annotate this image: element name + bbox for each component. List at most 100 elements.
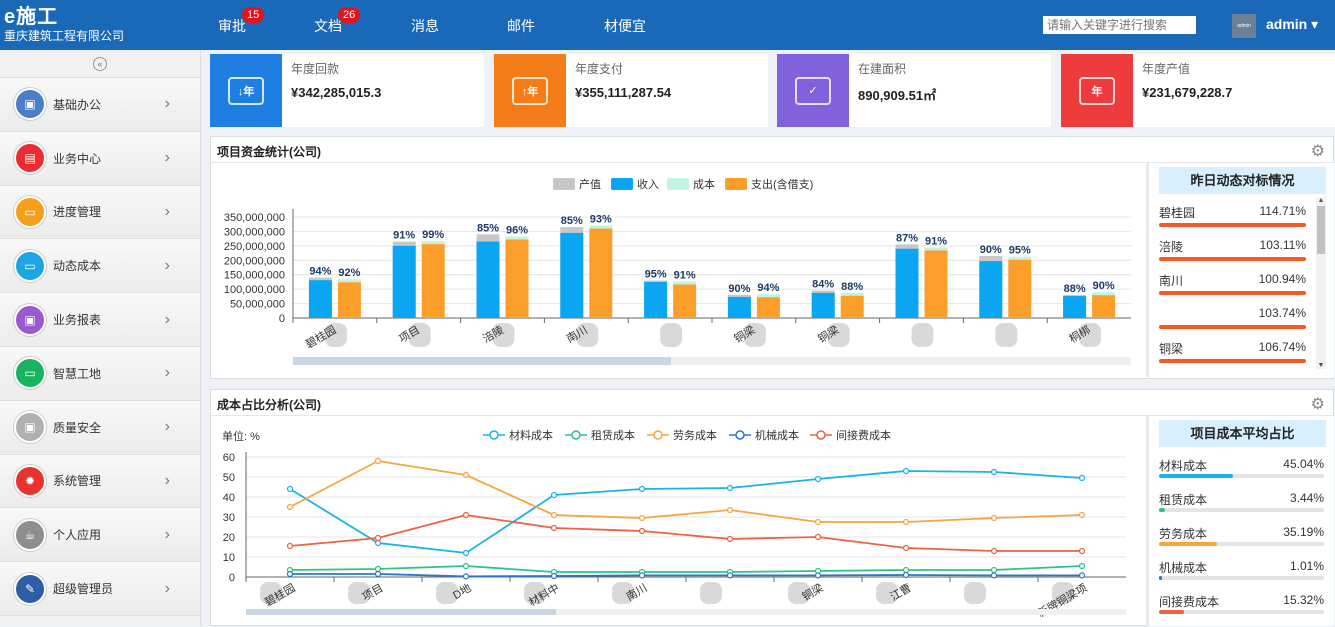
sidebar-item[interactable]: ▭ 动态成本 › [0, 239, 200, 294]
legend-swatch [667, 178, 689, 190]
bar-income [727, 296, 751, 318]
cost-ratio-panel: 成本占比分析(公司) ⚙ 单位: % 材料成本 租赁成本 劳务成本 机械成本 间接费成本 0… [210, 389, 1334, 626]
card-title: 年度支付 [575, 62, 624, 76]
sidebar-collapse[interactable]: « [0, 50, 200, 78]
sidebar-item[interactable]: ▭ 智慧工地 › [0, 346, 200, 401]
user-menu[interactable]: admin ▾ [1266, 16, 1319, 32]
benchmark-bar [1159, 223, 1306, 227]
summary-card[interactable]: ↑年 年度支付 ¥355,111,287.54 [494, 54, 768, 127]
cost-share-row: 机械成本 1.01% [1159, 551, 1324, 585]
y-tick-label: 300,000,000 [224, 226, 285, 238]
legend-marker [816, 430, 826, 440]
series-point [550, 524, 558, 532]
bar-expense [337, 282, 361, 318]
y-tick-label: 50 [223, 472, 235, 484]
bar-label: 94% [757, 282, 779, 294]
cost-share-name: 租赁成本 [1159, 493, 1208, 507]
y-tick-label: 350,000,000 [224, 212, 285, 224]
y-tick-label: 20 [223, 532, 235, 544]
nav-approval[interactable]: 审批 15 [218, 7, 265, 36]
avatar[interactable]: admin [1232, 14, 1256, 38]
card-value: ¥342,285,015.3 [291, 85, 382, 100]
bar-expense [1008, 259, 1032, 318]
bar-label: 95% [1009, 245, 1031, 257]
series-point [286, 503, 294, 511]
blurred-label [700, 582, 722, 604]
bar-label: 85% [477, 222, 499, 234]
cost-share-track [1159, 576, 1324, 580]
cost-share-pct: 15.32% [1283, 593, 1324, 607]
benchmark-name: 南川 [1159, 274, 1184, 288]
y-tick-label: 200,000,000 [224, 255, 285, 267]
blurred-label [524, 582, 546, 604]
sidebar-item-label: 超级管理员 [53, 582, 114, 597]
sidebar-item[interactable]: ▣ 业务报表 › [0, 293, 200, 347]
double-chevron-left-icon[interactable]: « [93, 56, 107, 71]
cost-share-pct: 3.44% [1289, 491, 1324, 505]
sidebar-item[interactable]: ▤ 业务中心 › [0, 131, 200, 186]
series-point [814, 475, 822, 483]
y-tick-label: 40 [223, 492, 235, 504]
bar-label: 87% [896, 232, 918, 244]
sidebar-item[interactable]: ▭ 进度管理 › [0, 185, 200, 240]
blurred-label [743, 323, 766, 347]
search-input[interactable] [1043, 16, 1196, 34]
sidebar-item[interactable]: ▣ 基础办公 › [0, 78, 200, 132]
blurred-label [827, 323, 850, 347]
nav-mail[interactable]: 邮件 [507, 18, 535, 34]
chevron-right-icon: › [164, 364, 170, 382]
bar-income [476, 241, 500, 318]
sidebar-item[interactable]: ✎ 超级管理员 › [0, 562, 200, 616]
series-point [902, 566, 910, 574]
card-title: 在建面积 [858, 62, 907, 76]
sidebar-item[interactable]: ✹ 系统管理 › [0, 454, 200, 509]
series-point [902, 571, 910, 579]
series-point [462, 511, 470, 519]
blurred-label [492, 323, 515, 347]
bar-label: 96% [506, 225, 528, 237]
summary-card[interactable]: 年 年度产值 ¥231,679,228.7 [1061, 54, 1335, 127]
series-point [374, 539, 382, 547]
bar-expense [756, 297, 780, 318]
cost-share-fill [1159, 474, 1234, 478]
summary-card[interactable]: ↓年 年度回款 ¥342,285,015.3 [210, 54, 484, 127]
cost-share-row: 租赁成本 3.44% [1159, 483, 1324, 517]
bar-income [560, 232, 584, 318]
sidebar-item-label: 基础办公 [53, 97, 102, 112]
benchmark-row: 涪陵 103.11% [1159, 238, 1306, 272]
benchmark-panel: 昨日动态对标情况 碧桂园 114.71% 涪陵 103.11% 南川 100.94% 103… [1146, 163, 1334, 377]
benchmark-pct: 103.74% [1258, 306, 1306, 320]
blurred-label [576, 323, 599, 347]
card-icon-glyph: ↓年 [228, 76, 264, 105]
sidebar-item[interactable]: ▣ 质量安全 › [0, 400, 200, 455]
series-line [289, 565, 1083, 573]
sidebar: « ▣ 基础办公 › ▤ 业务中心 › ▭ 进度管理 › ▭ 动态成本 › ▣ 业务报表 › ▭ 智慧工地 › ▣ 质… [0, 50, 201, 626]
benchmark-bar [1159, 291, 1306, 295]
bar-income [811, 292, 835, 318]
y-tick-label: 0 [279, 313, 285, 325]
chevron-right-icon: › [164, 525, 170, 543]
series-point [462, 471, 470, 479]
legend-swatch [725, 178, 747, 190]
gear-icon[interactable]: ⚙ [1310, 143, 1325, 160]
nav-messages[interactable]: 消息 [411, 18, 439, 34]
gear-icon[interactable]: ⚙ [1310, 396, 1325, 413]
bar-label: 85% [561, 215, 583, 227]
bar-label: 93% [590, 214, 612, 226]
nav-materials[interactable]: 材便宜 [604, 18, 646, 34]
legend-label: 成本 [693, 177, 715, 191]
legend-label: 机械成本 [755, 428, 799, 442]
series-point [1078, 547, 1086, 555]
scrollbar[interactable]: ▲ ▼ [1316, 197, 1326, 369]
y-tick-label: 250,000,000 [224, 241, 285, 253]
bar-cost [589, 225, 613, 229]
bar-income [392, 245, 416, 318]
folder-icon: ▭ [14, 357, 46, 390]
zoom-slider-handle [246, 609, 556, 615]
bar-expense [421, 244, 445, 318]
folder-icon: ▭ [14, 195, 46, 228]
app-logo[interactable]: e施工 [4, 6, 59, 28]
nav-documents[interactable]: 文档 26 [314, 7, 361, 36]
summary-card[interactable]: ✓ 在建面积 890,909.51㎡ [777, 54, 1051, 127]
sidebar-item[interactable]: ☕ 个人应用 › [0, 508, 200, 563]
